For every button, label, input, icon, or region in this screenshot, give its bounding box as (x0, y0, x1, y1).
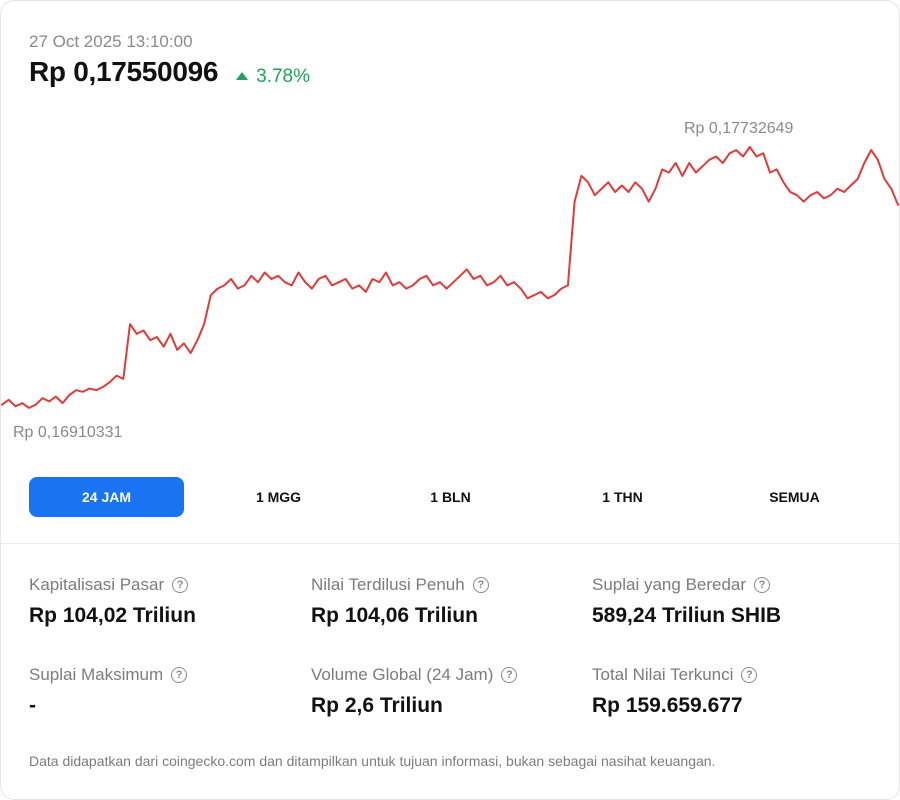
stat-label: Volume Global (24 Jam) (311, 665, 494, 684)
price-chart (1, 145, 899, 409)
question-circle-icon[interactable]: ? (472, 577, 489, 593)
stat-fdv: Nilai Terdilusi Penuh ? Rp 104,06 Triliu… (311, 575, 489, 628)
price-line (1, 145, 899, 409)
tab-1-mgg[interactable]: 1 MGG (201, 477, 356, 517)
stat-total-value-locked: Total Nilai Terkunci ? Rp 159.659.677 (592, 665, 758, 718)
stat-label: Kapitalisasi Pasar (29, 575, 165, 594)
stat-value: Rp 2,6 Triliun (311, 694, 443, 717)
price-change-value: 3.78% (256, 66, 311, 87)
stat-label: Nilai Terdilusi Penuh (311, 575, 465, 594)
question-circle-icon[interactable]: ? (741, 667, 758, 683)
stat-global-volume: Volume Global (24 Jam) ? Rp 2,6 Triliun (311, 665, 518, 718)
chart-high-label: Rp 0,17732649 (684, 120, 794, 137)
stat-value: Rp 104,06 Triliun (311, 604, 478, 627)
stat-value: 589,24 Triliun SHIB (592, 604, 782, 627)
question-circle-icon[interactable]: ? (501, 667, 518, 683)
tab-1-bln[interactable]: 1 BLN (373, 477, 528, 517)
chart-low-label: Rp 0,16910331 (13, 424, 123, 441)
price-row: Rp 0,17550096 3.78% (29, 56, 310, 88)
tab-1-thn[interactable]: 1 THN (545, 477, 700, 517)
stat-label: Total Nilai Terkunci (592, 665, 734, 684)
disclaimer: Data didapatkan dari coingecko.com dan d… (29, 753, 716, 769)
stat-value: Rp 104,02 Triliun (29, 604, 196, 627)
question-circle-icon[interactable]: ? (754, 577, 771, 593)
stat-market-cap: Kapitalisasi Pasar ? Rp 104,02 Triliun (29, 575, 196, 628)
stat-label: Suplai Maksimum (29, 665, 164, 684)
question-circle-icon[interactable]: ? (171, 667, 188, 683)
question-circle-icon[interactable]: ? (172, 577, 189, 593)
stat-value: Rp 159.659.677 (592, 694, 743, 717)
timestamp: 27 Oct 2025 13:10:00 (29, 32, 193, 51)
timeframe-tabs: 24 JAM 1 MGG 1 BLN 1 THN SEMUA (29, 477, 879, 517)
stat-value: - (29, 694, 36, 717)
tab-semua[interactable]: SEMUA (717, 477, 872, 517)
stat-circulating-supply: Suplai yang Beredar ? 589,24 Triliun SHI… (592, 575, 781, 628)
tab-24-jam[interactable]: 24 JAM (29, 477, 184, 517)
price-change: 3.78% (236, 66, 310, 88)
triangle-up-icon (236, 72, 249, 80)
divider (1, 543, 899, 544)
stat-label: Suplai yang Beredar (592, 575, 747, 594)
stat-max-supply: Suplai Maksimum ? - (29, 665, 188, 718)
current-price: Rp 0,17550096 (29, 56, 219, 87)
